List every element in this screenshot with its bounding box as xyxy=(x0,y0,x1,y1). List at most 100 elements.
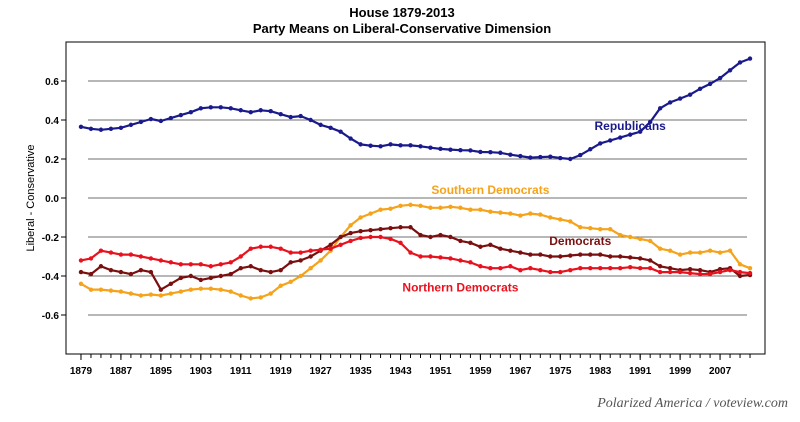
data-point-southern-democrats xyxy=(428,205,433,210)
data-point-southern-democrats xyxy=(478,207,483,212)
data-point-southern-democrats xyxy=(468,207,473,212)
data-point-republicans xyxy=(298,113,303,119)
data-point-southern-democrats xyxy=(647,238,653,244)
data-point-northern-democrats xyxy=(268,244,273,249)
data-point-republicans xyxy=(128,122,134,128)
data-point-democrats xyxy=(328,242,333,247)
data-point-republicans xyxy=(148,116,154,122)
y-tick-label: -0.6 xyxy=(42,311,60,322)
data-point-democrats xyxy=(348,230,353,236)
y-tick-label: 0.6 xyxy=(45,77,59,88)
data-point-democrats xyxy=(667,266,673,271)
data-point-northern-democrats xyxy=(657,269,663,275)
data-point-republicans xyxy=(278,111,283,117)
data-point-democrats xyxy=(578,252,583,257)
data-point-republicans xyxy=(238,108,243,113)
data-point-southern-democrats xyxy=(168,291,174,296)
data-point-southern-democrats xyxy=(118,289,124,294)
data-point-northern-democrats xyxy=(737,269,743,275)
data-point-democrats xyxy=(498,246,503,251)
series-label-republicans: Republicans xyxy=(595,119,667,133)
data-point-northern-democrats xyxy=(358,235,363,241)
data-point-northern-democrats xyxy=(148,256,154,261)
data-point-republicans xyxy=(318,122,323,128)
data-point-republicans xyxy=(727,68,733,73)
data-point-republicans xyxy=(448,147,453,152)
data-point-northern-democrats xyxy=(677,269,683,275)
data-point-southern-democrats xyxy=(548,215,553,220)
data-point-democrats xyxy=(178,275,184,281)
series-northern-democrats xyxy=(78,234,753,277)
data-point-republicans xyxy=(608,138,613,143)
data-point-southern-democrats xyxy=(98,287,104,292)
data-point-republicans xyxy=(737,60,743,65)
series-line-republicans xyxy=(80,57,751,161)
data-point-southern-democrats xyxy=(508,211,513,216)
y-tick-label: 0.0 xyxy=(45,194,59,205)
x-tick-label: 1895 xyxy=(150,366,173,377)
data-point-northern-democrats xyxy=(88,256,94,261)
data-point-southern-democrats xyxy=(697,250,703,255)
data-point-southern-democrats xyxy=(208,286,213,291)
data-point-republicans xyxy=(747,56,753,61)
data-point-republicans xyxy=(488,149,493,155)
data-point-republicans xyxy=(687,92,693,97)
data-point-northern-democrats xyxy=(388,236,393,242)
data-point-northern-democrats xyxy=(368,234,373,240)
data-point-democrats xyxy=(148,269,154,275)
data-point-republicans xyxy=(677,96,683,101)
data-point-democrats xyxy=(408,225,413,230)
data-point-southern-democrats xyxy=(378,207,383,212)
data-point-democrats xyxy=(358,228,363,234)
data-point-republicans xyxy=(518,153,523,159)
data-point-democrats xyxy=(468,240,473,246)
data-point-northern-democrats xyxy=(498,266,503,271)
x-tick-label: 1951 xyxy=(429,366,452,377)
data-point-republicans xyxy=(288,114,293,120)
x-tick-label: 1975 xyxy=(549,366,572,377)
data-point-republicans xyxy=(618,135,623,140)
data-point-republicans xyxy=(118,125,124,130)
data-point-southern-democrats xyxy=(368,211,373,216)
data-point-republicans xyxy=(657,106,663,111)
data-point-northern-democrats xyxy=(318,247,323,252)
data-point-republicans xyxy=(408,143,413,148)
data-point-southern-democrats xyxy=(298,273,303,279)
series-layer xyxy=(78,56,753,301)
data-point-northern-democrats xyxy=(78,258,84,263)
data-point-northern-democrats xyxy=(158,258,164,263)
data-point-northern-democrats xyxy=(288,250,293,255)
data-point-republicans xyxy=(667,100,673,105)
data-point-democrats xyxy=(657,264,663,269)
data-point-southern-democrats xyxy=(528,211,533,216)
data-point-republicans xyxy=(528,155,533,160)
y-tick-label: -0.4 xyxy=(42,272,60,283)
data-point-democrats xyxy=(278,267,283,273)
data-point-republicans xyxy=(158,118,164,124)
data-point-northern-democrats xyxy=(488,266,493,271)
data-point-southern-democrats xyxy=(498,210,503,215)
data-point-northern-democrats xyxy=(548,269,553,275)
data-point-northern-democrats xyxy=(378,234,383,240)
data-point-democrats xyxy=(528,252,533,257)
data-point-democrats xyxy=(98,264,104,269)
data-point-southern-democrats xyxy=(737,262,743,267)
data-point-northern-democrats xyxy=(348,238,353,244)
data-point-northern-democrats xyxy=(308,248,313,253)
data-point-northern-democrats xyxy=(717,269,723,275)
x-tick-label: 2007 xyxy=(709,366,732,377)
data-point-northern-democrats xyxy=(198,262,204,267)
data-point-republicans xyxy=(588,147,593,152)
data-point-democrats xyxy=(248,264,253,269)
data-point-republicans xyxy=(418,144,423,149)
data-point-southern-democrats xyxy=(568,219,573,224)
data-point-southern-democrats xyxy=(318,258,323,263)
data-point-northern-democrats xyxy=(538,267,543,273)
data-point-southern-democrats xyxy=(518,213,523,218)
data-point-southern-democrats xyxy=(418,203,423,208)
data-point-southern-democrats xyxy=(438,205,443,210)
data-point-northern-democrats xyxy=(747,270,753,276)
data-point-southern-democrats xyxy=(408,202,413,208)
x-tick-label: 1903 xyxy=(190,366,213,377)
